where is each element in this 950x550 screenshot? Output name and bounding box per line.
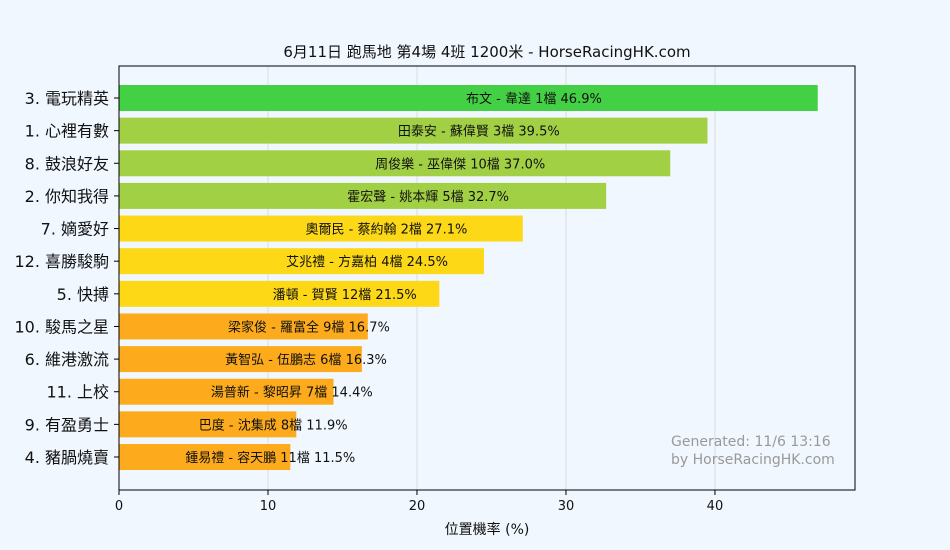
y-tick-label: 5. 快搏 xyxy=(57,285,109,304)
bar-label: 布文 - 韋達 1檔 46.9% xyxy=(466,92,602,107)
bar xyxy=(119,117,708,144)
bar xyxy=(119,378,334,405)
y-tick-label: 3. 電玩精英 xyxy=(25,89,109,108)
y-tick-label: 10. 駿馬之星 xyxy=(14,317,109,336)
bar-label: 巴度 - 沈集成 8檔 11.9% xyxy=(199,417,348,433)
y-tick-label: 6. 維港激流 xyxy=(25,350,109,369)
bar-label: 潘頓 - 賀賢 12檔 21.5% xyxy=(273,288,417,303)
x-tick-label: 30 xyxy=(558,499,575,514)
bar-label: 梁家俊 - 羅富全 9檔 16.7% xyxy=(228,319,390,335)
bar-label: 奧爾民 - 蔡約翰 2檔 27.1% xyxy=(306,223,468,238)
bar xyxy=(119,85,818,111)
bar xyxy=(119,182,607,209)
y-tick-label: 4. 豬腡燒賣 xyxy=(25,448,109,467)
bar xyxy=(119,444,291,470)
bar xyxy=(119,215,523,242)
bar-label: 周俊樂 - 巫偉傑 10檔 37.0% xyxy=(375,156,545,172)
bar-label: 田泰安 - 蘇偉賢 3檔 39.5% xyxy=(398,125,560,140)
plot-frame xyxy=(118,65,856,491)
y-tick-label: 8. 鼓浪好友 xyxy=(25,154,109,173)
bar-label: 鍾易禮 - 容天鵬 11檔 11.5% xyxy=(185,450,355,466)
bar-label: 黃智弘 - 伍鵬志 6檔 16.3% xyxy=(225,353,387,368)
y-tick-label: 7. 嫡愛好 xyxy=(41,220,109,239)
bar xyxy=(119,150,671,177)
bar-label: 艾兆禮 - 方嘉柏 4檔 24.5% xyxy=(286,254,448,270)
y-tick-label: 2. 你知我得 xyxy=(25,187,109,206)
bar xyxy=(119,411,297,438)
bar xyxy=(119,248,485,275)
y-tick-label: 12. 喜勝駿駒 xyxy=(14,252,109,271)
generated-annotation: Generated: 11/6 13:16 xyxy=(671,434,831,450)
y-tick-label: 11. 上校 xyxy=(46,383,109,402)
y-tick-label: 1. 心裡有數 xyxy=(25,122,109,141)
x-tick-label: 40 xyxy=(707,499,724,514)
x-tick-label: 0 xyxy=(115,499,123,514)
x-axis-label: 位置機率 (%) xyxy=(445,521,530,538)
bar-label: 湯普新 - 黎昭昇 7檔 14.4% xyxy=(211,385,373,401)
bar-label: 霍宏聲 - 姚本輝 5檔 32.7% xyxy=(347,189,509,205)
bar xyxy=(119,280,440,307)
y-tick-label: 9. 有盈勇士 xyxy=(25,415,109,434)
chart-title: 6月11日 跑馬地 第4場 4班 1200米 - HorseRacingHK.c… xyxy=(283,43,690,61)
x-tick-label: 10 xyxy=(260,499,277,514)
bar xyxy=(119,346,362,373)
source-annotation: by HorseRacingHK.com xyxy=(671,452,835,468)
x-tick-label: 20 xyxy=(409,499,426,514)
bar xyxy=(119,313,368,340)
